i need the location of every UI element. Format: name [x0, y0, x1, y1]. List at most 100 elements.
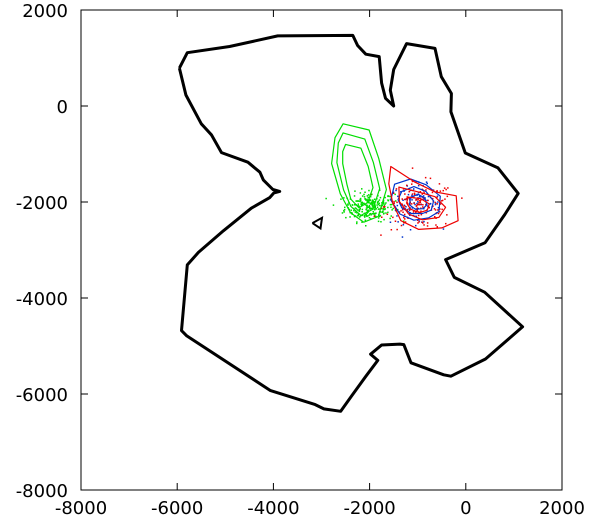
green-point [356, 222, 358, 225]
green-point [359, 197, 362, 200]
green-point [370, 203, 373, 205]
blue-point [425, 181, 428, 183]
x-tick-label: -8000 [55, 498, 107, 519]
green-point [359, 200, 361, 203]
blue-point [402, 224, 405, 226]
blue-point [415, 224, 417, 227]
green-point [354, 204, 356, 206]
green-point [381, 204, 383, 207]
green-point [366, 195, 369, 197]
green-point [365, 214, 368, 216]
red-point [402, 188, 405, 190]
red-point [419, 191, 422, 193]
red-point [380, 234, 382, 236]
green-point [373, 202, 375, 204]
red-point [429, 177, 432, 180]
green-point [365, 208, 367, 211]
axis-tick-labels: -8000 -6000 -4000 -2000 0 2000 2000 0 -2000 -4000… [16, 1, 585, 519]
blue-point [397, 195, 399, 198]
green-point [383, 212, 385, 214]
green-point [363, 193, 365, 196]
red-point [417, 222, 419, 224]
blue-point [422, 195, 425, 197]
green-point [387, 199, 389, 201]
red-point [373, 215, 376, 217]
red-point [411, 193, 414, 195]
red-point [393, 202, 395, 204]
red-point [411, 180, 414, 183]
green-point [364, 198, 366, 200]
green-point [369, 202, 372, 205]
green-point [361, 188, 363, 190]
green-contour [331, 123, 387, 223]
red-point [411, 167, 414, 169]
red-point [401, 198, 403, 200]
red-point [426, 225, 429, 227]
red-point [442, 189, 444, 192]
red-point [417, 199, 419, 201]
blue-point [396, 215, 398, 217]
red-point [435, 224, 437, 226]
green-point [332, 204, 335, 206]
red-contour [388, 165, 459, 230]
green-point [375, 208, 377, 210]
red-point [436, 203, 438, 205]
red-point [437, 212, 440, 215]
green-point [381, 211, 383, 213]
green-point [360, 203, 362, 205]
blue-point [409, 229, 412, 231]
red-point [392, 192, 395, 194]
blue-point [427, 205, 429, 207]
blue-point [422, 198, 424, 200]
red-contour [398, 186, 447, 221]
blue-point [405, 206, 407, 208]
green-point [354, 190, 356, 192]
red-point [415, 199, 417, 201]
red-point [432, 205, 434, 207]
green-point [377, 220, 380, 223]
green-point [350, 209, 352, 211]
red-point [417, 198, 419, 200]
green-point [354, 207, 357, 209]
green-point [379, 204, 381, 207]
green-point [361, 208, 364, 211]
green-point [353, 215, 356, 218]
green-point [358, 209, 360, 212]
green-point [368, 205, 371, 207]
green-point [340, 198, 342, 200]
green-point [375, 215, 377, 218]
green-point [389, 217, 391, 220]
x-tick-label: 2000 [539, 498, 585, 519]
red-point [396, 201, 398, 204]
blue-point [408, 208, 410, 210]
green-point [366, 209, 369, 212]
red-point [420, 203, 422, 205]
green-point [356, 221, 358, 223]
green-point [382, 207, 385, 210]
green-point [353, 195, 356, 197]
red-point [423, 224, 425, 226]
red-point [395, 188, 398, 190]
green-point [372, 203, 374, 205]
red-point [386, 213, 389, 215]
green-point [356, 212, 358, 214]
green-point [355, 200, 357, 202]
blue-point [417, 191, 420, 194]
green-point [353, 209, 355, 212]
y-tick-label: 2000 [22, 1, 68, 22]
red-point [440, 200, 443, 202]
blue-point [415, 215, 418, 218]
green-point [374, 208, 376, 211]
red-point [439, 190, 442, 192]
contour-layer [331, 123, 459, 230]
boundary-layer [177, 33, 525, 413]
blue-point [442, 228, 445, 230]
boundary-small-feature [311, 215, 324, 231]
red-point [433, 208, 436, 210]
green-point [341, 212, 344, 214]
green-point [351, 204, 354, 206]
blue-point [402, 199, 404, 201]
green-contour [342, 143, 374, 209]
green-point [389, 195, 391, 198]
blue-point [427, 195, 430, 198]
